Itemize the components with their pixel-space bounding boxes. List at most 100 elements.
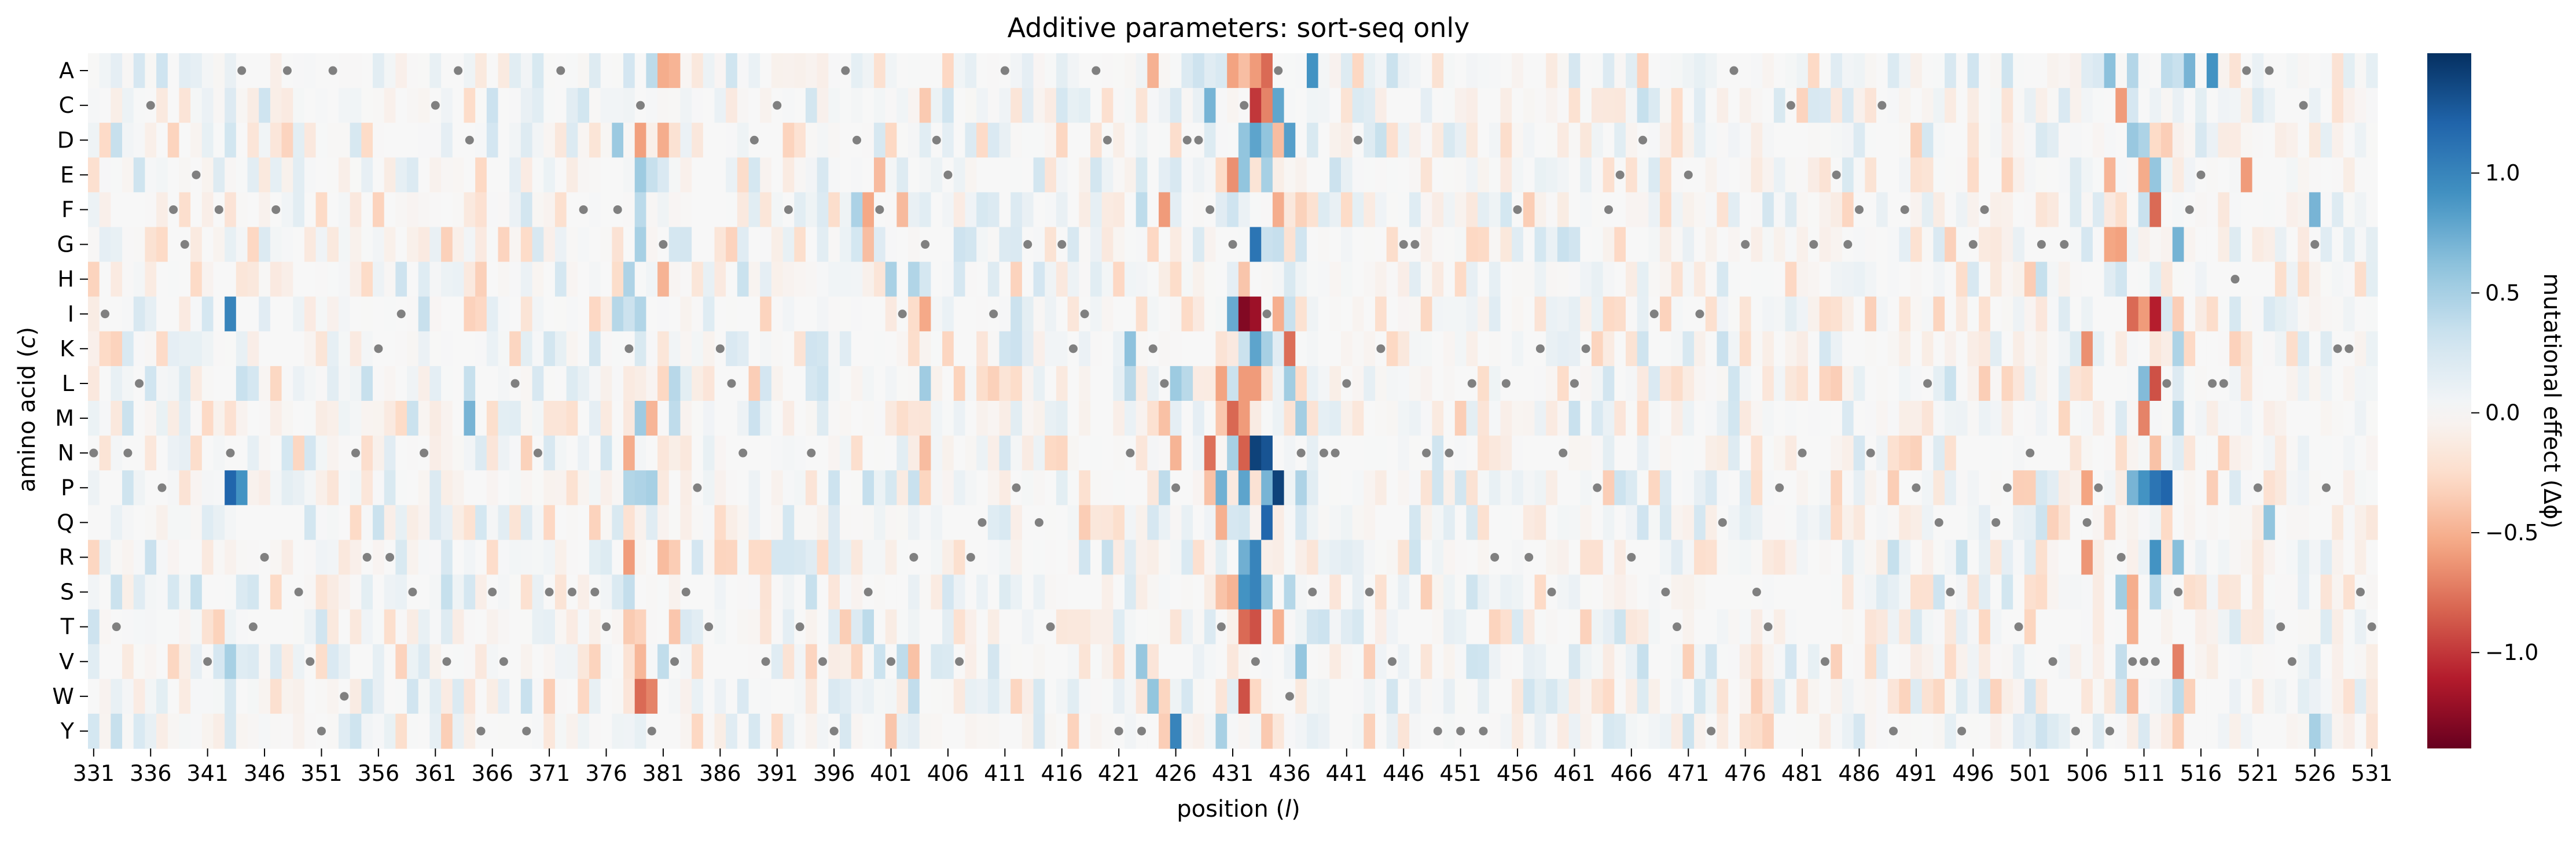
heatmap-cell: [748, 574, 760, 610]
heatmap-cell: [1454, 678, 1467, 714]
heatmap-cell: [771, 470, 784, 506]
heatmap-cell: [657, 192, 670, 228]
heatmap-cell: [896, 505, 909, 540]
heatmap-cell: [2354, 53, 2366, 88]
heatmap-cell: [361, 470, 373, 506]
heatmap-cell: [600, 123, 612, 158]
heatmap-cell: [1193, 261, 1205, 297]
heatmap-cell: [2047, 713, 2059, 749]
heatmap-cell: [1899, 261, 1911, 297]
heatmap-cell: [2092, 678, 2105, 714]
heatmap-cell: [1045, 470, 1057, 506]
heatmap-cell: [839, 713, 852, 749]
heatmap-cell: [1398, 540, 1410, 576]
heatmap-cell: [2366, 88, 2378, 123]
heatmap-cell: [578, 609, 590, 645]
heatmap-cell: [1921, 644, 1934, 680]
heatmap-cell: [145, 401, 157, 436]
heatmap-cell: [1523, 123, 1535, 158]
heatmap-cell: [156, 609, 168, 645]
heatmap-cell: [634, 713, 646, 749]
wildtype-dot: [1752, 588, 1761, 597]
wildtype-dot: [1627, 552, 1636, 562]
heatmap-cell: [2138, 261, 2150, 297]
heatmap-cell: [1033, 540, 1045, 576]
heatmap-cell: [1717, 261, 1729, 297]
heatmap-cell: [327, 88, 339, 123]
heatmap-cell: [578, 157, 590, 193]
heatmap-cell: [145, 227, 157, 263]
heatmap-cell: [1010, 401, 1023, 436]
heatmap-cell: [1807, 53, 1820, 88]
heatmap-cell: [1876, 366, 1888, 401]
heatmap-cell: [339, 505, 351, 540]
heatmap-cell: [1739, 678, 1752, 714]
heatmap-cell: [2320, 53, 2332, 88]
heatmap-cell: [1079, 157, 1091, 193]
heatmap-cell: [2138, 505, 2150, 540]
heatmap-cell: [612, 296, 624, 332]
wildtype-dot: [1684, 170, 1693, 179]
heatmap-cell: [1671, 296, 1684, 332]
heatmap-cell: [1807, 505, 1820, 540]
heatmap-cell: [1056, 505, 1068, 540]
heatmap-cell: [1238, 713, 1251, 749]
heatmap-cell: [1375, 366, 1387, 401]
heatmap-cell: [1773, 505, 1786, 540]
heatmap-cell: [703, 227, 715, 263]
heatmap-cell: [543, 470, 556, 506]
heatmap-cell: [976, 88, 988, 123]
heatmap-cell: [543, 53, 556, 88]
heatmap-cell: [1454, 644, 1467, 680]
heatmap-cell: [862, 227, 874, 263]
heatmap-cell: [1751, 192, 1763, 228]
heatmap-cell: [634, 470, 646, 506]
heatmap-cell: [817, 713, 829, 749]
heatmap-cell: [1409, 261, 1421, 297]
heatmap-cell: [748, 331, 760, 367]
heatmap-cell: [384, 296, 396, 332]
heatmap-cell: [1626, 678, 1638, 714]
wildtype-dot: [966, 552, 975, 562]
heatmap-cell: [1751, 505, 1763, 540]
heatmap-cell: [498, 713, 510, 749]
heatmap-cell: [794, 261, 806, 297]
heatmap-cell: [1512, 574, 1524, 610]
heatmap-cell: [1637, 261, 1649, 297]
heatmap-cell: [931, 331, 943, 367]
heatmap-cell: [1876, 331, 1888, 367]
heatmap-cell: [1967, 157, 1979, 193]
heatmap-cell: [2252, 401, 2264, 436]
heatmap-cell: [1979, 574, 1991, 610]
heatmap-cell: [1717, 436, 1729, 471]
heatmap-cell: [1500, 609, 1512, 645]
heatmap-cell: [965, 53, 977, 88]
heatmap-cell: [2104, 470, 2116, 506]
heatmap-cell: [2058, 53, 2071, 88]
heatmap-cell: [167, 678, 180, 714]
heatmap-cell: [1478, 366, 1490, 401]
heatmap-cell: [2070, 123, 2082, 158]
heatmap-cell: [771, 331, 784, 367]
heatmap-cell: [99, 261, 111, 297]
heatmap-cell: [805, 123, 818, 158]
heatmap-cell: [1238, 53, 1251, 88]
heatmap-cell: [1454, 505, 1467, 540]
heatmap-cell: [680, 123, 692, 158]
heatmap-cell: [1979, 157, 1991, 193]
heatmap-cell: [839, 157, 852, 193]
heatmap-cell: [1272, 157, 1285, 193]
heatmap-cell: [600, 296, 612, 332]
wildtype-dot: [1490, 552, 1500, 562]
heatmap-cell: [874, 88, 886, 123]
heatmap-cell: [942, 53, 954, 88]
heatmap-cell: [1340, 505, 1353, 540]
heatmap-cell: [885, 540, 897, 576]
heatmap-cell: [953, 157, 966, 193]
heatmap-cell: [692, 540, 704, 576]
heatmap-cell: [2218, 609, 2230, 645]
heatmap-cell: [1318, 88, 1330, 123]
heatmap-cell: [1067, 296, 1079, 332]
heatmap-cell: [1512, 436, 1524, 471]
wildtype-dot: [1365, 588, 1374, 597]
